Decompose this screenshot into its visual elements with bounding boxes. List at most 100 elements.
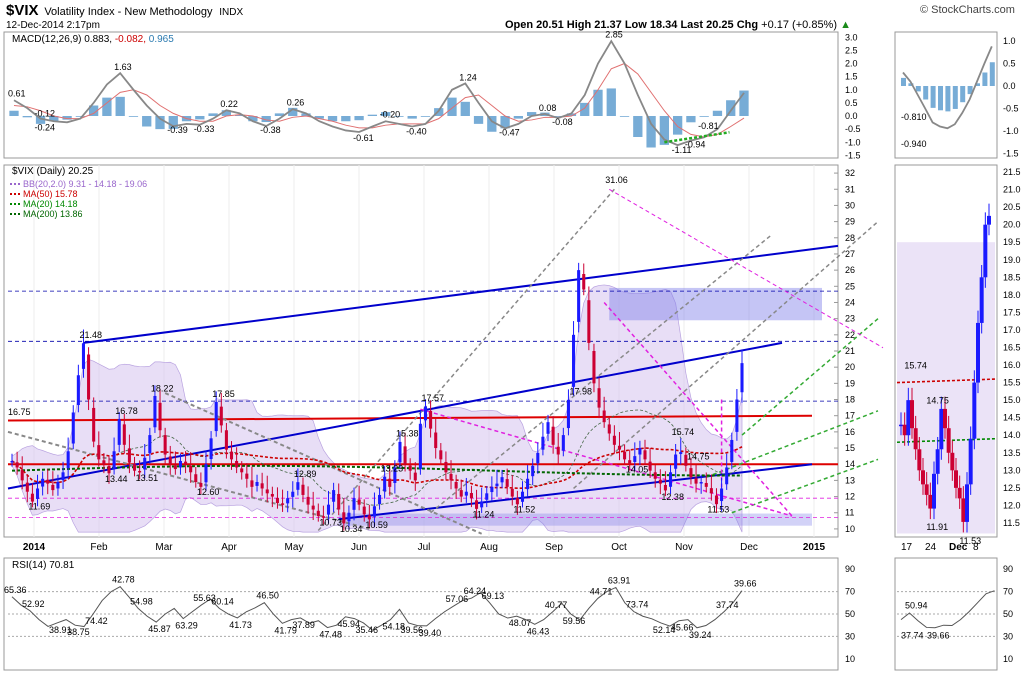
price-panel-title: $VIX (Daily) 20.25: [12, 166, 94, 177]
grey-channel-2: [164, 392, 483, 535]
price-ytick-label: 14: [845, 459, 855, 469]
zoom-candle-body: [946, 428, 951, 453]
candle-body: [505, 479, 509, 487]
candle-body: [46, 479, 50, 484]
macd-histogram-bar: [513, 116, 524, 119]
price-annotation: 12.38: [661, 492, 684, 502]
macd-histogram-bar: [487, 116, 497, 132]
macd-signal-line: [13, 62, 745, 138]
zoom-ytick-label: 16.0: [1003, 360, 1021, 370]
candle-body: [184, 461, 188, 465]
candle-body: [439, 450, 443, 460]
price-annotation: 10.34: [340, 524, 363, 534]
upper-trend-line: [83, 244, 839, 344]
price-annotation: 21.48: [79, 330, 102, 340]
candle-body: [623, 451, 627, 460]
price-xtick-label: Apr: [221, 542, 237, 553]
macd-annotation: -0.47: [499, 128, 520, 138]
rsi-annotation: 59.56: [563, 616, 586, 626]
macd-histogram-bar: [500, 116, 510, 129]
rsi-annotation: 37.89: [292, 620, 315, 630]
candle-body: [633, 456, 637, 462]
zoom-ytick-label: 17.0: [1003, 325, 1021, 335]
price-ytick-label: 17: [845, 411, 855, 421]
price-annotation: 12.89: [294, 469, 317, 479]
macd-histogram-bar: [646, 116, 656, 148]
candle-body: [408, 465, 412, 471]
quote-bar: Open 20.51 High 21.37 Low 18.34 Last 20.…: [505, 19, 851, 31]
candle-body: [209, 438, 213, 460]
candle-body: [107, 466, 111, 474]
price-annotation: 11.53: [707, 505, 729, 515]
price-ytick-label: 25: [845, 281, 855, 291]
price-annotation: 14.75: [687, 451, 710, 461]
price-xtick-label: Jun: [351, 542, 367, 553]
candle-body: [699, 482, 703, 484]
rsi-annotation: 39.56: [401, 625, 424, 635]
candle-body: [566, 399, 570, 429]
price-ytick-label: 31: [845, 184, 855, 194]
zoom-ytick-label: 21.5: [1003, 167, 1021, 177]
macd-annotation: 0.22: [220, 99, 238, 109]
zoom-xtick-label: 17: [901, 542, 913, 553]
zoom-candle-body: [932, 473, 936, 509]
price-legend-entry: MA(200) 13.86: [23, 209, 83, 219]
rsi-annotation: 41.79: [274, 625, 297, 635]
zoom-candle-body: [924, 484, 929, 495]
zoom-macd-bar: [930, 86, 936, 108]
ma20-line: [11, 409, 743, 506]
candle-body: [342, 512, 346, 524]
macd-histogram-bar: [606, 88, 616, 116]
zoom-macd-ytick-label: -0.5: [1003, 104, 1019, 114]
candle-body: [709, 488, 713, 494]
zoom-ytick-label: 20.0: [1003, 220, 1021, 230]
candle-body: [138, 470, 142, 473]
candle-body: [444, 461, 448, 473]
price-annotation: 10.73: [319, 518, 342, 528]
macd-divergence-line: [664, 131, 730, 144]
price-annotation: 31.06: [605, 175, 628, 185]
zoom-rsi-annotation: 50.94: [905, 600, 928, 610]
candle-body: [347, 512, 351, 522]
zoom-macd-bar: [982, 72, 988, 86]
rsi-annotation: 74.42: [85, 616, 108, 626]
candle-body: [429, 410, 433, 429]
candle-body: [464, 491, 468, 496]
green-channel-2: [705, 410, 879, 478]
macd-histogram-bar: [726, 100, 736, 116]
price-xtick-label: May: [285, 542, 304, 553]
zoom-macd-bar: [901, 77, 906, 86]
candle-body: [638, 448, 642, 455]
rsi-line: [11, 586, 743, 631]
macd-histogram-bar: [633, 116, 643, 137]
candle-body: [572, 334, 576, 387]
macd-panel-frame: [3, 31, 839, 159]
price-annotation: 13.51: [136, 473, 159, 483]
macd-histogram-bar: [128, 116, 139, 117]
candle-body: [577, 270, 581, 322]
macd-histogram-bar: [102, 97, 112, 116]
rsi-annotation: 54.98: [130, 596, 153, 606]
candle-body: [122, 424, 126, 445]
zoom-candle-body: [983, 224, 988, 278]
candle-body: [551, 426, 555, 445]
price-annotation: 16.78: [115, 406, 138, 416]
macd-annotation: 2.85: [605, 29, 623, 39]
candle-body: [362, 506, 366, 515]
candle-body: [607, 424, 611, 434]
zoom-candle-body: [899, 424, 903, 427]
zoom-macd-bar: [967, 86, 973, 95]
macd-annotation: 1.63: [114, 62, 132, 72]
zoom-macd-bar: [923, 86, 929, 100]
zoom-rsi-ytick-label: 50: [1003, 609, 1013, 619]
macd-histogram-bar: [314, 116, 324, 119]
candle-body: [337, 493, 341, 510]
macd-ytick-label: 3.0: [845, 32, 858, 42]
candle-body: [725, 467, 729, 485]
zoom-ytick-label: 21.0: [1003, 185, 1021, 195]
zoom-ytick-label: 11.5: [1003, 518, 1020, 528]
zoom-ytick-label: 16.5: [1003, 342, 1021, 352]
zoom-ytick-label: 17.5: [1003, 307, 1021, 317]
zoom-macd-ytick-label: -1.0: [1003, 126, 1019, 136]
macd-histogram-bar: [619, 116, 630, 117]
